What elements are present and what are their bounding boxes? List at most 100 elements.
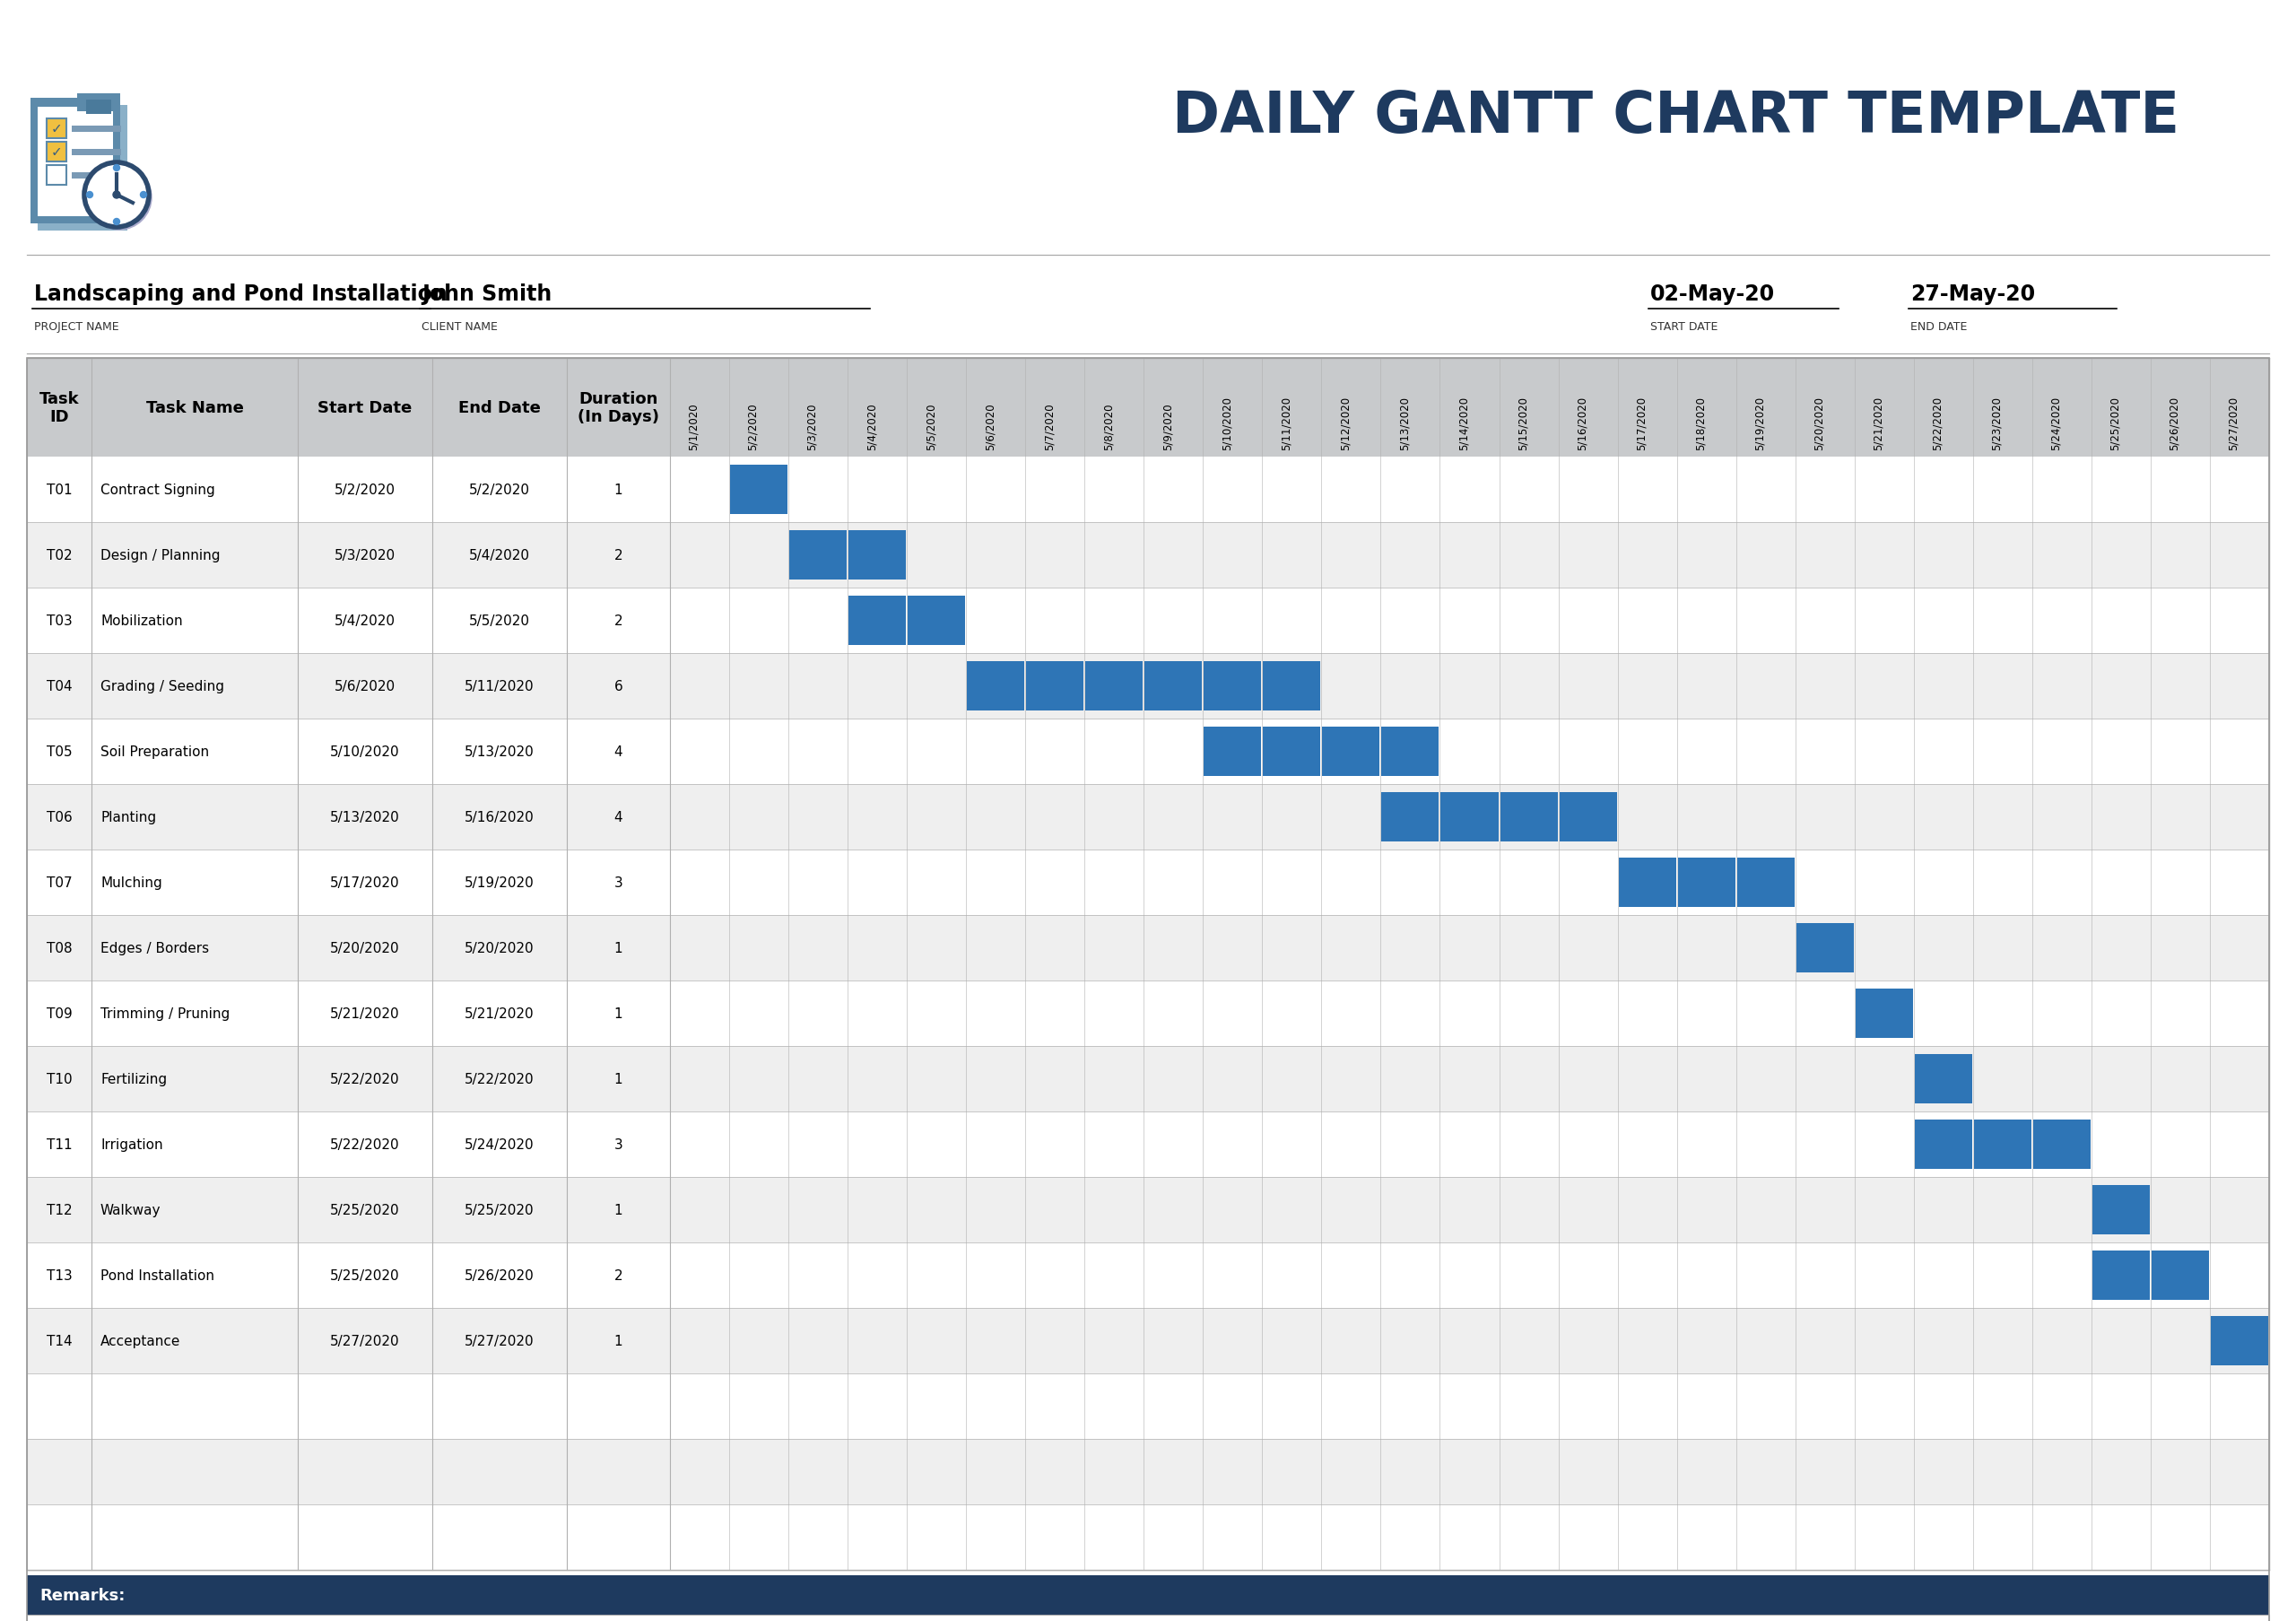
Text: T11: T11 [46, 1138, 71, 1151]
Circle shape [87, 165, 152, 230]
Bar [1915, 1055, 1972, 1104]
Text: T05: T05 [46, 746, 71, 759]
Bar [28, 1615, 2268, 1621]
Text: 5/21/2020: 5/21/2020 [1874, 396, 1885, 451]
Text: Fertilizing: Fertilizing [101, 1073, 168, 1086]
Bar [730, 465, 788, 514]
Text: End Date: End Date [459, 400, 542, 417]
Bar [28, 1504, 2268, 1569]
Text: 3: 3 [613, 1138, 622, 1151]
Bar [28, 653, 2268, 720]
Text: 5/27/2020: 5/27/2020 [2227, 396, 2239, 451]
Text: 5/10/2020: 5/10/2020 [1221, 396, 1233, 451]
Text: 5/20/2020: 5/20/2020 [1814, 396, 1825, 451]
Text: Remarks:: Remarks: [39, 1587, 124, 1603]
Text: John Smith: John Smith [422, 284, 551, 305]
Bar [46, 120, 67, 139]
Text: 5/11/2020: 5/11/2020 [464, 679, 535, 694]
Text: 5/26/2020: 5/26/2020 [464, 1269, 535, 1282]
Text: Pond Installation: Pond Installation [101, 1269, 214, 1282]
Text: 5/19/2020: 5/19/2020 [1754, 396, 1766, 451]
Text: Task
ID: Task ID [39, 391, 78, 425]
Text: 5/17/2020: 5/17/2020 [331, 875, 400, 890]
Bar [37, 107, 113, 217]
Text: END DATE: END DATE [1910, 321, 1968, 332]
Bar [28, 522, 2268, 588]
Text: 5/4/2020: 5/4/2020 [335, 614, 395, 627]
Text: 5/2/2020: 5/2/2020 [468, 483, 530, 496]
Bar [1263, 661, 1320, 710]
Text: 5/4/2020: 5/4/2020 [468, 548, 530, 562]
Text: 5/14/2020: 5/14/2020 [1458, 396, 1469, 451]
Text: 5/20/2020: 5/20/2020 [331, 942, 400, 955]
Text: 5/6/2020: 5/6/2020 [985, 404, 996, 451]
Bar [1915, 1120, 1972, 1169]
Text: 5/1/2020: 5/1/2020 [689, 404, 700, 451]
Text: Contract Signing: Contract Signing [101, 483, 216, 496]
Text: 5/3/2020: 5/3/2020 [335, 548, 395, 562]
Text: ✓: ✓ [51, 146, 62, 159]
Text: 5/13/2020: 5/13/2020 [1398, 396, 1410, 451]
Bar [46, 143, 67, 162]
Text: 5/15/2020: 5/15/2020 [1518, 396, 1529, 451]
Bar [28, 1177, 2268, 1243]
Text: 5/22/2020: 5/22/2020 [331, 1138, 400, 1151]
Text: 5/18/2020: 5/18/2020 [1694, 396, 1706, 451]
Bar [37, 105, 126, 232]
Text: 4: 4 [613, 810, 622, 823]
Text: T01: T01 [46, 483, 71, 496]
Bar [2211, 1316, 2268, 1365]
Text: 5/24/2020: 5/24/2020 [464, 1138, 535, 1151]
Text: 5/2/2020: 5/2/2020 [335, 483, 395, 496]
Circle shape [85, 164, 149, 227]
Bar [850, 532, 907, 580]
Text: 3: 3 [613, 875, 622, 890]
Text: 5/17/2020: 5/17/2020 [1635, 396, 1646, 451]
Text: Edges / Borders: Edges / Borders [101, 942, 209, 955]
Text: 1: 1 [613, 1334, 622, 1347]
Text: 5/11/2020: 5/11/2020 [1281, 396, 1293, 451]
Text: 1: 1 [613, 1073, 622, 1086]
Text: Walkway: Walkway [101, 1203, 161, 1217]
Text: T02: T02 [46, 548, 71, 562]
Bar [28, 1576, 2268, 1615]
Text: 5/4/2020: 5/4/2020 [866, 404, 877, 451]
Text: 1: 1 [613, 483, 622, 496]
Text: Design / Planning: Design / Planning [101, 548, 220, 562]
Bar [1322, 728, 1380, 776]
Bar [2092, 1185, 2149, 1234]
Bar [1382, 728, 1440, 776]
Bar [1026, 661, 1084, 710]
Bar [1855, 989, 1913, 1037]
Bar [1559, 793, 1616, 841]
Text: Irrigation: Irrigation [101, 1138, 163, 1151]
Bar [1499, 793, 1557, 841]
Bar [28, 720, 2268, 785]
Text: Duration
(In Days): Duration (In Days) [579, 391, 659, 425]
Text: T09: T09 [46, 1007, 71, 1020]
Bar [28, 849, 2268, 916]
Circle shape [140, 193, 147, 199]
Bar [28, 981, 2268, 1046]
Bar [30, 99, 119, 224]
Text: T12: T12 [46, 1203, 71, 1217]
Text: T03: T03 [46, 614, 71, 627]
Text: 5/22/2020: 5/22/2020 [464, 1073, 535, 1086]
Text: 5/13/2020: 5/13/2020 [331, 810, 400, 823]
Text: 2: 2 [613, 1269, 622, 1282]
Text: 5/26/2020: 5/26/2020 [2170, 396, 2181, 451]
Bar [1263, 728, 1320, 776]
Text: T06: T06 [46, 810, 71, 823]
Bar [967, 661, 1024, 710]
Text: CLIENT NAME: CLIENT NAME [422, 321, 498, 332]
Text: PROJECT NAME: PROJECT NAME [34, 321, 119, 332]
Text: 5/13/2020: 5/13/2020 [464, 746, 535, 759]
Bar [1738, 859, 1795, 906]
Text: 5/8/2020: 5/8/2020 [1102, 404, 1114, 451]
Text: 4: 4 [613, 746, 622, 759]
Text: 6: 6 [613, 679, 622, 694]
Bar [28, 588, 2268, 653]
Text: START DATE: START DATE [1651, 321, 1717, 332]
Circle shape [113, 219, 119, 225]
Text: 5/25/2020: 5/25/2020 [464, 1203, 535, 1217]
